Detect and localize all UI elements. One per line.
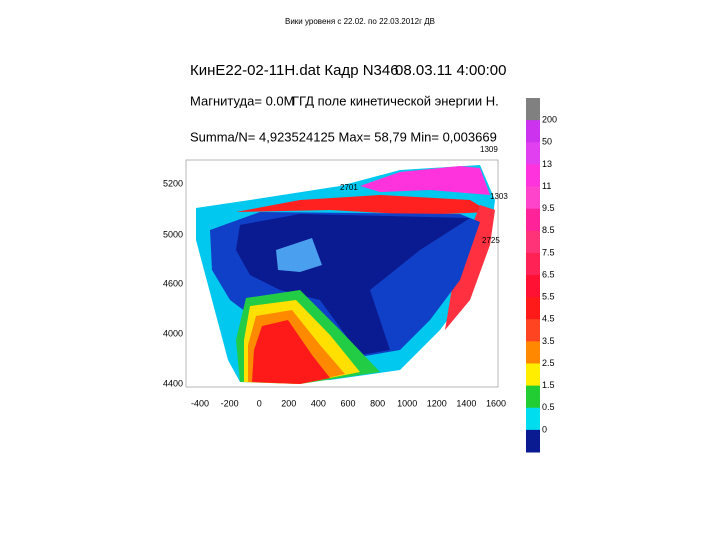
x-axis-label: 0 [257, 398, 262, 408]
colorbar-label: 2.5 [542, 358, 555, 368]
colorbar-label: 11 [542, 181, 551, 191]
y-axis-label: 4400 [163, 378, 183, 388]
colorbar-segment [526, 252, 540, 276]
colorbar-segment [526, 341, 540, 364]
colorbar-segment [526, 385, 540, 409]
contour-map [196, 165, 495, 384]
colorbar-label: 7.5 [542, 247, 555, 257]
colorbar-label: 0.5 [542, 402, 555, 412]
y-axis-label: 4000 [163, 328, 183, 338]
x-axis-label: 400 [311, 398, 326, 408]
colorbar-label: 1.5 [542, 380, 555, 390]
x-axis-label: 1000 [397, 398, 417, 408]
colorbar-segment [526, 120, 540, 143]
x-axis-label: 1600 [486, 398, 506, 408]
colorbar-label: 8.5 [542, 225, 555, 235]
colorbar-label: 3.5 [542, 336, 555, 346]
colorbar-segment [526, 363, 540, 387]
colorbar-label: 0 [542, 424, 547, 434]
colorbar-label: 5.5 [542, 292, 555, 302]
field-label: ГГД поле кинетической энергии Н. [292, 93, 499, 108]
colorbar-segment [526, 98, 540, 121]
colorbar-segment [526, 186, 540, 210]
y-axis-label: 4600 [163, 278, 183, 288]
point-label: 1309 [480, 145, 498, 154]
x-axis-label: 1200 [427, 398, 447, 408]
colorbar-segment [526, 142, 540, 165]
colorbar-label: 4.5 [542, 314, 555, 324]
y-axis-label: 5000 [163, 229, 183, 239]
colorbar-segment [526, 230, 540, 254]
x-axis-label: 1400 [456, 398, 476, 408]
colorbar-segment [526, 429, 540, 453]
stats: Summa/N= 4,923524125 Max= 58,79 Min= 0,0… [190, 129, 497, 144]
x-axis-label: -400 [191, 398, 209, 408]
x-axis-label: 200 [281, 398, 296, 408]
slide-title: Вики уровеня с 22.02. по 22.03.2012г ДВ [285, 17, 435, 26]
colorbar-label: 9.5 [542, 203, 555, 213]
point-label: 1303 [490, 192, 508, 201]
colorbar: 200 50 13 11 9.5 8.5 7.5 6.5 5.5 4.5 3.5 2.5 1.5 0.5 0 [526, 98, 557, 453]
point-label: 2725 [482, 236, 500, 245]
colorbar-label: 50 [542, 137, 552, 147]
colorbar-segment [526, 319, 540, 342]
colorbar-segment [526, 164, 540, 187]
colorbar-label: 6.5 [542, 269, 555, 279]
colorbar-segment [526, 208, 540, 232]
file-label: КинЕ22-02-11Н.dat Кадр N346 [190, 62, 399, 79]
colorbar-label: 13 [542, 159, 552, 169]
x-axis-label: -200 [221, 398, 239, 408]
colorbar-segment [526, 407, 540, 431]
y-axis-label: 5200 [163, 178, 183, 188]
point-label: 2701 [340, 183, 358, 192]
colorbar-segment [526, 297, 540, 320]
colorbar-label: 200 [542, 115, 557, 125]
x-axis-label: 600 [340, 398, 355, 408]
x-axis-label: 800 [370, 398, 385, 408]
colorbar-segment [526, 275, 540, 298]
magnitude: Магнитуда= 0.0М [190, 93, 294, 108]
datetime: 08.03.11 4:00:00 [395, 62, 507, 79]
